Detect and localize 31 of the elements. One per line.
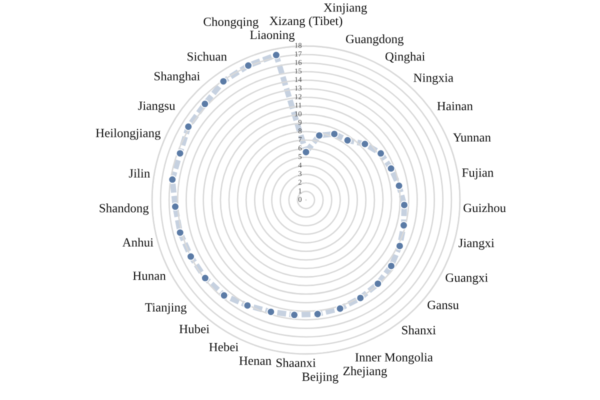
spoke-label: Shaanxi: [276, 358, 316, 368]
spoke-label: Xizang (Tibet): [270, 16, 342, 28]
spoke-label: Shanghai: [154, 72, 200, 83]
spoke-label: Fujian: [462, 168, 494, 180]
spoke-label: Guizhou: [464, 203, 506, 212]
spoke-label: Shanxi: [402, 326, 436, 334]
spoke-label: Jilin: [128, 168, 150, 178]
spoke-label: Hubei: [179, 324, 210, 334]
spoke-label: Beijing: [302, 372, 338, 384]
spoke-label: Liaoning: [250, 30, 295, 42]
spoke-label: Jiangxi: [458, 238, 494, 250]
spoke-label: Anhui: [122, 238, 154, 247]
spoke-label: Guangxi: [446, 274, 488, 284]
spoke-label: Hainan: [437, 102, 473, 110]
spoke-label: Qinghai: [385, 52, 425, 64]
spoke-label: Inner Mongolia: [355, 352, 433, 364]
spoke-label: Ningxia: [414, 74, 454, 85]
spoke-label: Hebei: [209, 342, 238, 352]
spoke-label: Guangdong: [346, 34, 404, 46]
spoke-label: Shandong: [100, 204, 149, 215]
spoke-label: Jiangsu: [138, 102, 176, 113]
spoke-label: Gansu: [428, 300, 459, 310]
spoke-label: Zhejiang: [343, 366, 387, 378]
spoke-label: Yunnan: [452, 133, 491, 142]
spoke-label: Heilongjiang: [96, 128, 161, 140]
spoke-label: Henan: [239, 356, 272, 365]
spoke-label: Sichuan: [188, 52, 227, 61]
spoke-label: Chongqing: [204, 17, 258, 29]
spoke-label: Tianjing: [145, 303, 187, 314]
spoke-label: Hunan: [132, 272, 166, 280]
spoke-label: Xinjiang: [324, 3, 367, 14]
